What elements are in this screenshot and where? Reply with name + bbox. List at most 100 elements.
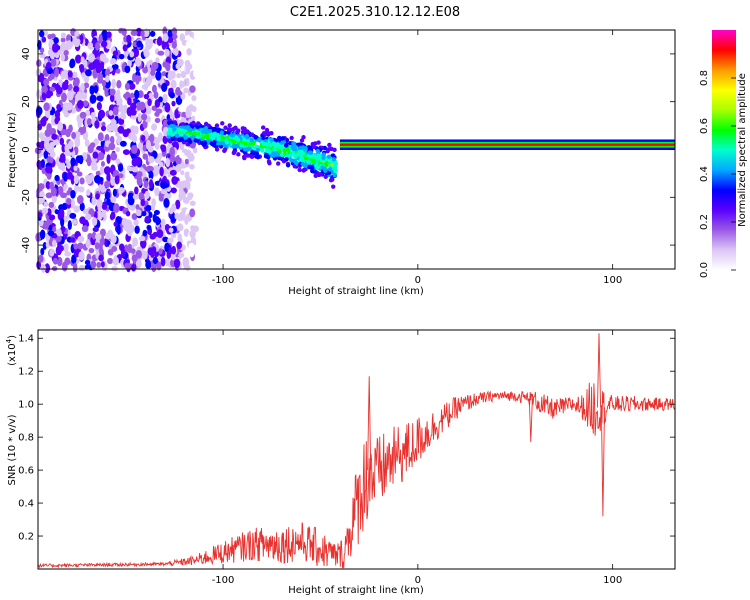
noise-cell — [170, 231, 177, 239]
noise-cell — [134, 186, 139, 195]
noise-cell — [190, 53, 198, 64]
noise-cell — [175, 164, 182, 173]
noise-cell — [137, 112, 142, 123]
signal-cell — [331, 184, 336, 189]
noise-cell — [79, 64, 85, 73]
noise-cell — [170, 79, 177, 89]
noise-cell — [171, 245, 177, 255]
noise-cell — [112, 169, 120, 176]
noise-cell — [189, 163, 195, 170]
noise-cell — [119, 140, 127, 147]
signal-cell — [224, 140, 230, 145]
noise-cell — [38, 30, 45, 38]
noise-cell — [108, 142, 116, 151]
signal-cell — [327, 167, 333, 172]
noise-cell — [147, 145, 154, 153]
noise-cell — [185, 66, 190, 75]
noise-cell — [191, 105, 197, 113]
noise-cell — [151, 123, 158, 131]
signal-cell — [332, 147, 337, 153]
signal-cell — [234, 143, 239, 149]
noise-cell — [57, 121, 64, 132]
signal-cell — [314, 165, 320, 171]
noise-cell — [109, 93, 115, 103]
noise-cell — [181, 70, 187, 79]
noise-cell — [131, 213, 138, 221]
noise-cell — [143, 28, 150, 38]
noise-cell — [171, 203, 177, 213]
noise-cell — [127, 224, 135, 233]
signal-cell — [306, 159, 311, 165]
signal-cell — [313, 141, 318, 146]
snr-series-line — [37, 382, 676, 569]
noise-cell — [70, 157, 76, 167]
noise-cell — [193, 69, 199, 78]
signal-cell — [332, 165, 338, 170]
noise-cell — [60, 70, 65, 80]
noise-cell — [41, 85, 48, 93]
noise-cell — [39, 53, 46, 59]
noise-cell — [40, 247, 45, 256]
signal-cell — [316, 153, 322, 159]
noise-cell — [99, 166, 105, 175]
signal-cell — [220, 121, 225, 126]
noise-cell — [60, 41, 66, 52]
noise-cell — [179, 80, 186, 88]
noise-cell — [100, 160, 105, 167]
noise-cell — [85, 69, 92, 77]
noise-cell — [90, 161, 98, 167]
noise-cell — [155, 217, 162, 225]
noise-cell — [67, 220, 72, 231]
spectrogram-marks — [34, 26, 675, 274]
signal-cell — [186, 125, 191, 130]
signal-cell — [202, 141, 208, 146]
noise-cell — [158, 248, 163, 255]
noise-cell — [85, 238, 91, 249]
snr-scale-label: (x104) — [5, 335, 18, 366]
noise-cell — [38, 254, 44, 263]
noise-cell — [109, 88, 116, 96]
noise-cell — [70, 189, 76, 199]
noise-cell — [66, 171, 73, 180]
noise-cell — [84, 38, 89, 46]
noise-cell — [169, 169, 177, 176]
noise-cell — [101, 79, 107, 88]
noise-cell — [145, 38, 151, 48]
noise-cell — [100, 261, 105, 268]
noise-cell — [110, 126, 116, 132]
noise-cell — [134, 57, 142, 67]
noise-cell — [55, 86, 63, 95]
noise-cell — [151, 61, 159, 70]
noise-cell — [116, 225, 121, 235]
noise-cell — [142, 153, 149, 160]
noise-cell — [175, 90, 183, 96]
noise-cell — [66, 161, 71, 169]
noise-cell — [191, 115, 196, 122]
noise-cell — [96, 198, 103, 208]
signal-cell — [214, 147, 220, 152]
noise-cell — [76, 100, 84, 109]
noise-cell — [141, 84, 149, 90]
noise-cell — [75, 54, 82, 64]
signal-cell — [261, 130, 267, 136]
signal-cell — [181, 122, 186, 127]
noise-cell — [101, 209, 107, 218]
noise-cell — [51, 114, 56, 123]
noise-cell — [45, 165, 53, 174]
noise-cell — [45, 181, 51, 190]
noise-cell — [83, 82, 90, 89]
noise-cell — [79, 111, 87, 119]
signal-cell — [307, 164, 312, 170]
noise-cell — [189, 31, 194, 38]
noise-cell — [115, 131, 120, 137]
noise-cell — [59, 137, 65, 146]
noise-cell — [45, 61, 52, 69]
noise-cell — [116, 97, 123, 106]
signal-cell — [233, 125, 238, 131]
noise-cell — [98, 254, 104, 262]
noise-cell — [137, 75, 142, 82]
noise-cell — [94, 120, 100, 129]
snr-ticks: -100 0 100 0.2 0.4 0.6 0.8 1.0 1.2 1.4 — [18, 330, 675, 586]
noise-cell — [51, 133, 58, 140]
